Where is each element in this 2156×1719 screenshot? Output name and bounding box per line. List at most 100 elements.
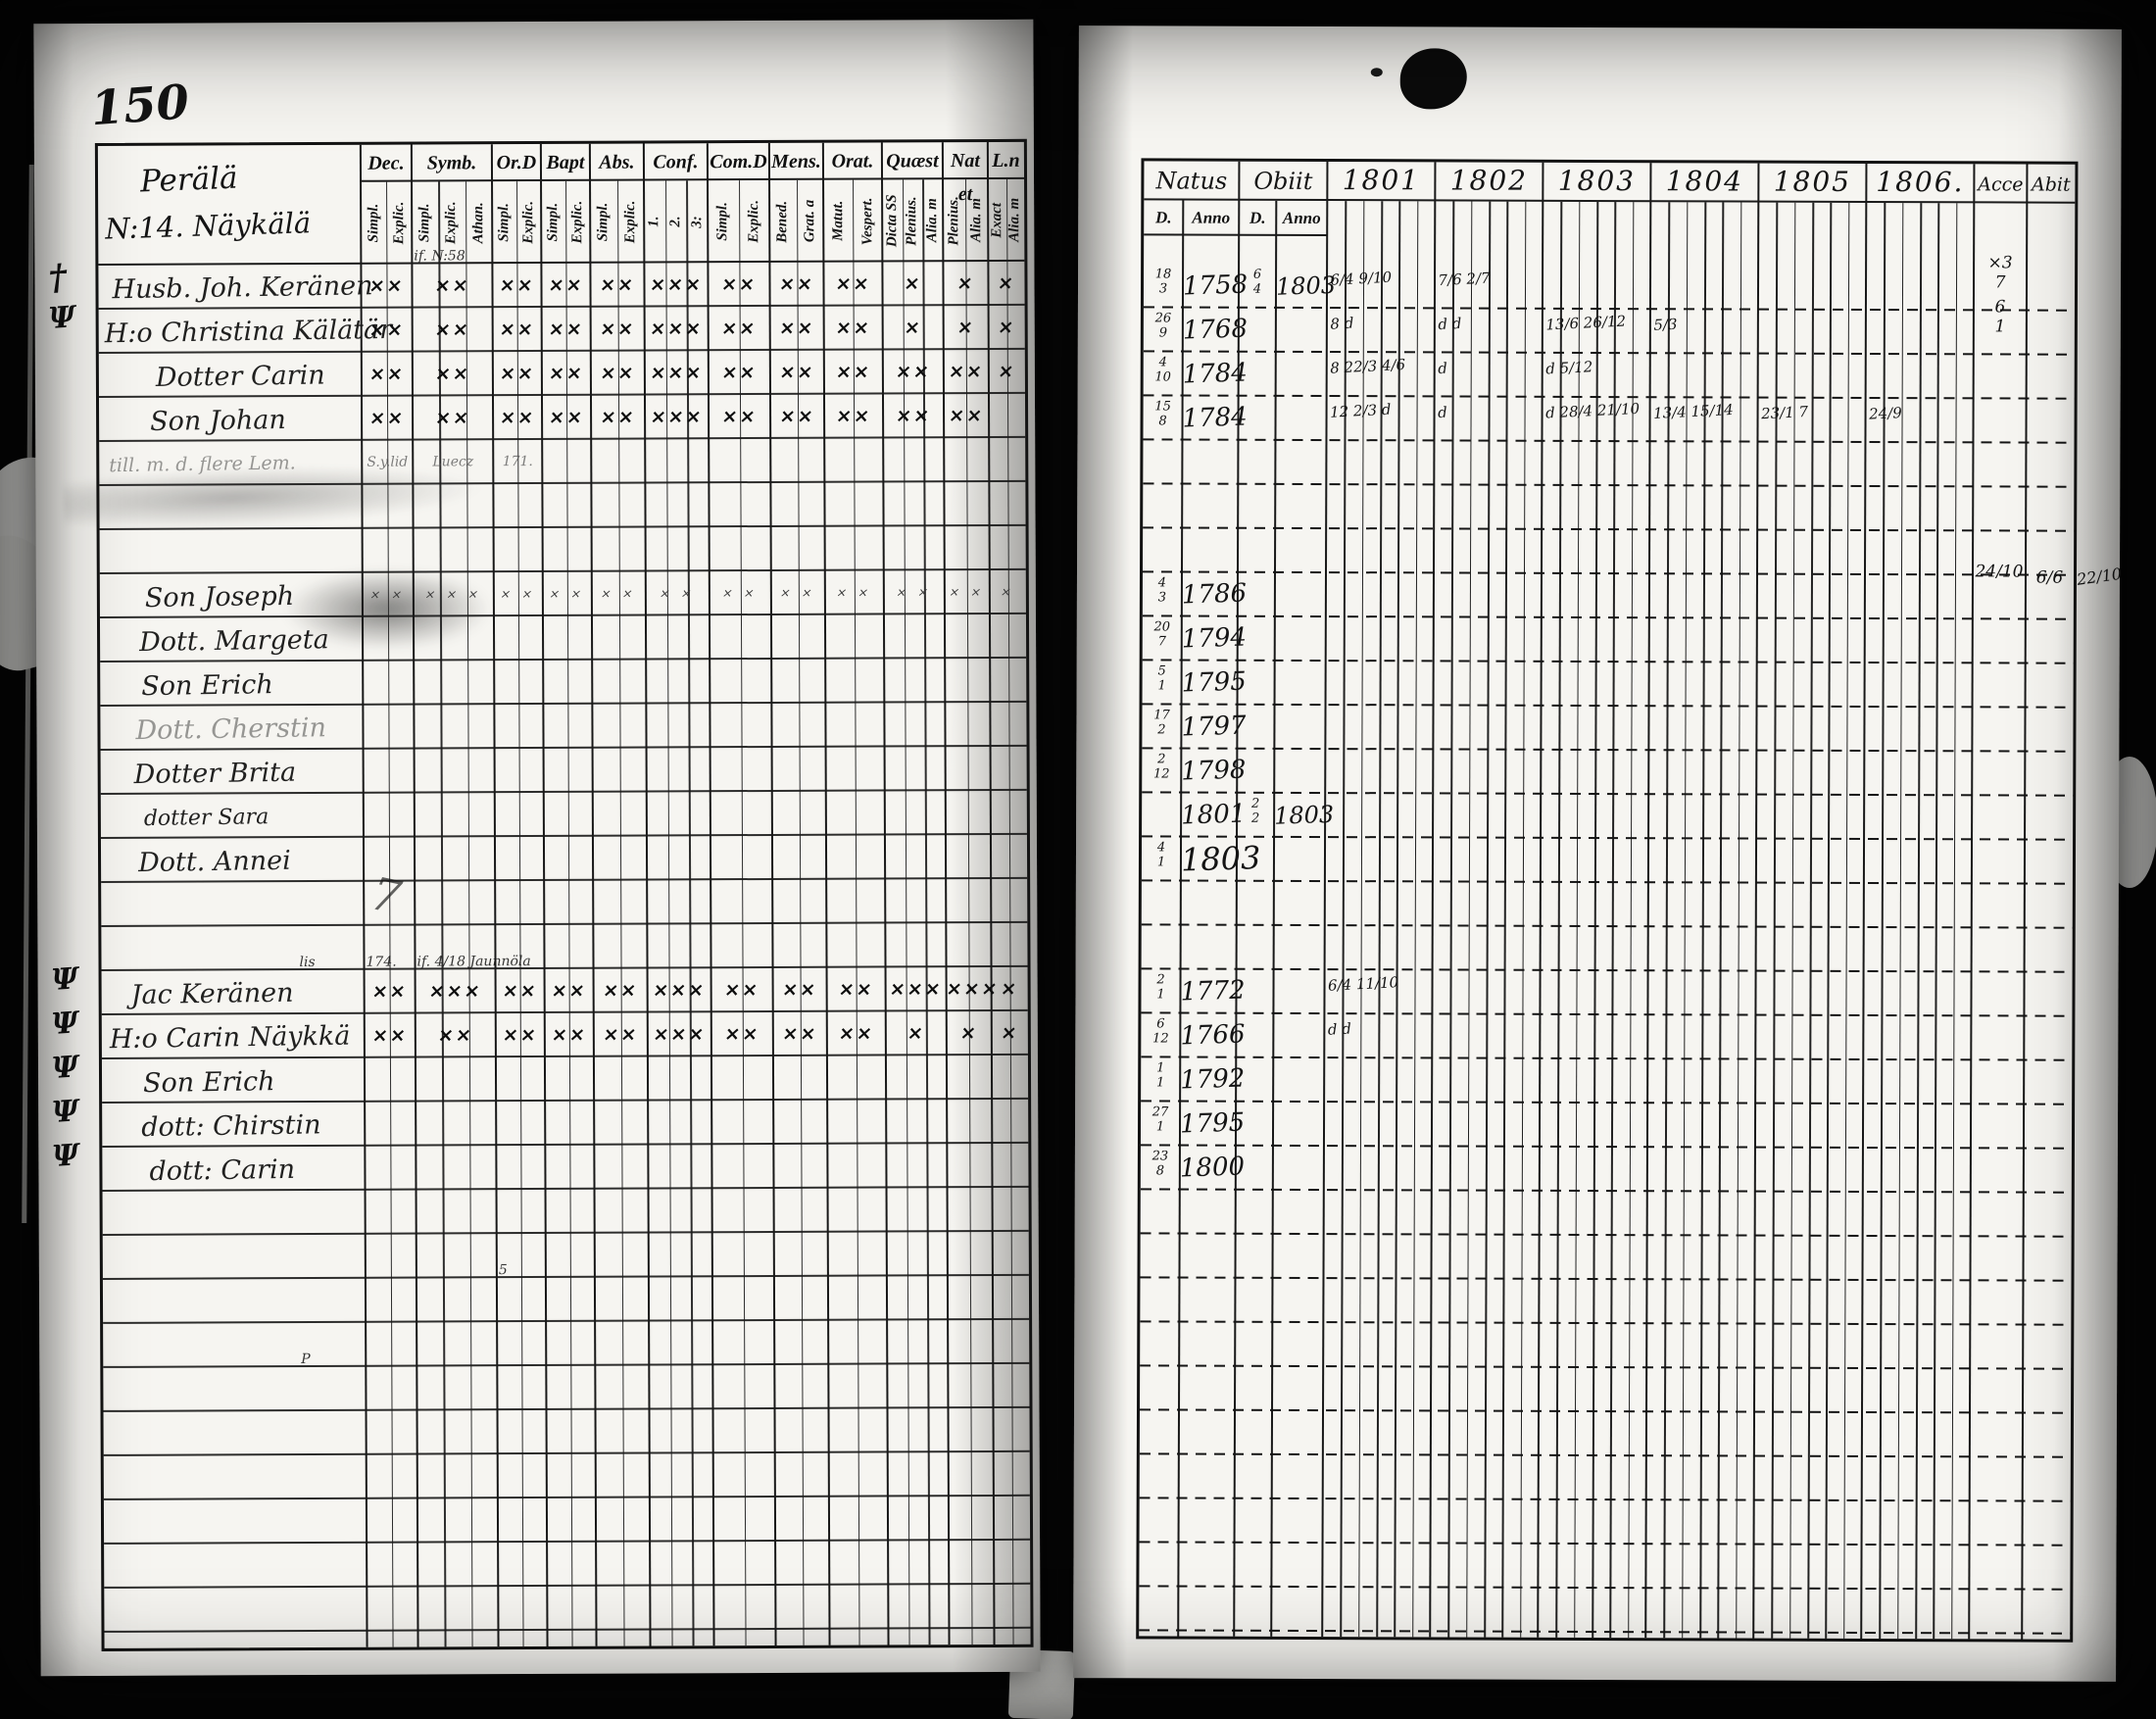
row-rule-dashed — [1140, 1364, 2072, 1370]
row-name: H:o Christina Kälätär — [104, 314, 393, 350]
row-rule — [103, 1317, 1030, 1324]
subcolumn-header-label: 2. — [667, 216, 684, 228]
subcolumn-header: Explic. — [386, 182, 412, 265]
row-rule-dashed — [1142, 747, 2074, 753]
natus-day: 4 10 — [1154, 355, 1171, 385]
row-name: Jac Keränen — [130, 977, 294, 1011]
mark-cell: ×× — [547, 362, 586, 384]
year-header: 1802 — [1449, 164, 1529, 197]
row-rule — [99, 523, 1026, 530]
mark-cell: ××× — [649, 362, 705, 384]
mark-cell: ×× — [778, 405, 817, 427]
mark-cell: ××× — [945, 977, 1001, 1001]
mark-cell: × — [903, 317, 924, 339]
year-marks: d 28/4 21/10 — [1544, 399, 1641, 422]
mark-cell: × × × — [423, 587, 484, 602]
mark-cell: Luecz — [432, 454, 474, 470]
row-rule — [102, 1273, 1029, 1280]
row-rule-dashed — [1141, 1056, 2073, 1061]
mark-cell: ×× — [777, 317, 816, 339]
subcolumn-header-label: Grat. a — [801, 200, 818, 243]
natus-day: 20 7 — [1153, 619, 1171, 650]
row-rule-dashed — [1140, 1276, 2072, 1282]
subcolumn-header: Alia. m — [965, 179, 988, 262]
mark-cell: ×× — [550, 979, 589, 1002]
mark-cell: ×× — [599, 362, 637, 384]
mark-cell: ×× — [501, 1023, 540, 1047]
mark-cell: ×× — [894, 361, 933, 383]
page-number: 150 — [88, 74, 191, 137]
natus-day: 17 2 — [1153, 708, 1170, 738]
mark-cell: × — [999, 1021, 1020, 1044]
mark-cell: ×× — [498, 362, 537, 385]
mark-cell: ×× — [780, 978, 819, 1001]
natus-day: 1 1 — [1156, 1060, 1165, 1091]
natus-year: 1784 — [1182, 358, 1249, 390]
row-rule-dashed — [1140, 1232, 2072, 1238]
natus-day: 2 1 — [1156, 972, 1165, 1003]
subcolumn-header: Grat. a — [797, 180, 824, 263]
subcolumn-header-label: Simpl. — [714, 202, 731, 241]
mark-cell: × — [906, 1022, 927, 1045]
mark-cell: × × — [720, 586, 760, 601]
obiit-year: 1803 — [1275, 270, 1337, 301]
mark-cell: ×× — [368, 319, 407, 341]
mark-cell: ×× — [370, 1024, 410, 1047]
subcolumn-header-label: Simpl. — [496, 203, 513, 242]
column-line — [1860, 163, 1868, 1639]
row-rule — [103, 1361, 1030, 1368]
mark-cell: ×× — [722, 1023, 761, 1046]
subcolumn-header-label: Alia. m — [968, 198, 985, 243]
mark-cell: ×× — [894, 405, 933, 427]
day-subheader-2: D. — [1249, 208, 1266, 227]
natus-year: 1772 — [1180, 975, 1247, 1007]
page-left: 150 Perälä N:14. Näykälä Dec. Simpl. Expli… — [33, 19, 1041, 1677]
obiit-header: Obiit — [1253, 167, 1313, 195]
column-header: Abs. — [599, 151, 635, 173]
mark-cell: ××× — [427, 980, 484, 1003]
mark-cell: ×× — [501, 979, 540, 1003]
year-marks: 12 2/3 d — [1329, 400, 1392, 421]
subcolumn-header-label: Explic. — [520, 201, 537, 244]
natus-day: 5 1 — [1157, 663, 1166, 694]
mark-cell: × — [996, 271, 1017, 294]
subcolumn-header: Bened. — [769, 180, 797, 263]
mark-cell: × — [956, 272, 977, 295]
mark-cell: ×× — [498, 406, 537, 429]
mark-cell: ×× — [368, 274, 406, 297]
annotation: if. 4/18 Jaunnöla — [416, 954, 531, 970]
margin-symbol: Ψ — [50, 1094, 80, 1131]
year-marks: 8 d — [1329, 314, 1354, 333]
row-rule-dashed — [1143, 526, 2075, 532]
natus-day: 4 3 — [1157, 575, 1167, 606]
mark-cell: ×× — [598, 273, 637, 296]
mark-cell: ××× — [649, 406, 706, 428]
subcolumn-header: Explic. — [516, 181, 541, 264]
subcolumn-header-label: Plenius. — [946, 195, 962, 246]
obiit-year: 1803 — [1273, 800, 1335, 830]
row-name: Husb. Joh. Keränen — [112, 270, 373, 306]
mark-cell: ×× — [837, 1022, 876, 1045]
mark-cell: ×× — [834, 361, 873, 383]
row-rule — [104, 1582, 1031, 1589]
column-line — [1752, 163, 1760, 1639]
mark-cell: × — [956, 317, 977, 339]
column-line — [1270, 200, 1278, 1637]
subcolumn-header: Dicta SS — [882, 179, 903, 262]
mark-cell: ×× — [436, 1024, 475, 1047]
margin-symbol: Ψ — [47, 300, 77, 337]
mark-cell: ×× — [834, 405, 873, 427]
subheader-rule — [1144, 233, 1328, 237]
row-rule-dashed — [1142, 703, 2074, 709]
page-edge-note: 22/10 — [2075, 564, 2124, 589]
abit-header: Abit — [2032, 173, 2071, 196]
mark-cell: × — [903, 272, 924, 295]
row-rule-dashed — [1141, 1011, 2073, 1017]
natus-year: 1758 — [1182, 270, 1249, 302]
mark-cell: ×× — [598, 318, 637, 340]
mark-cell: × — [958, 1022, 980, 1045]
year-marks: 5/3 — [1652, 315, 1678, 334]
row-rule-dashed — [1139, 1585, 2071, 1591]
mark-cell: ×× — [947, 360, 986, 383]
